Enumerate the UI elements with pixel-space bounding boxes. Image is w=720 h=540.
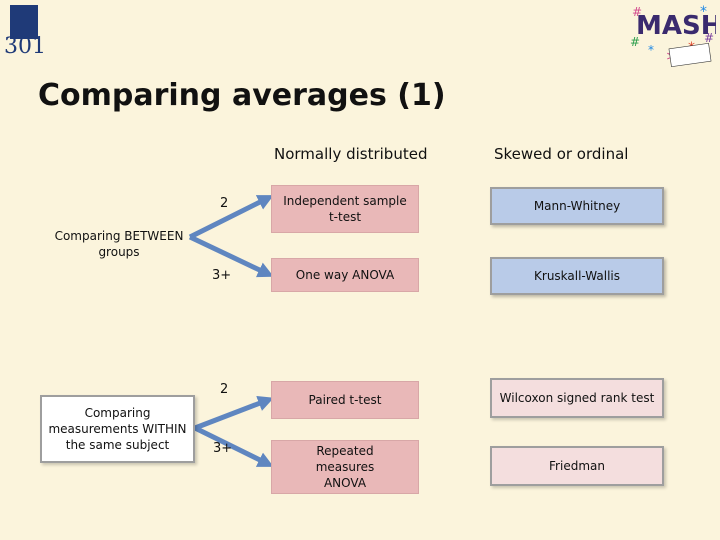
test-paired-t-label: Paired t-test bbox=[308, 393, 382, 407]
test-wilcoxon: Wilcoxon signed rank test bbox=[490, 378, 664, 418]
academic-centre-logo-badge bbox=[10, 5, 38, 39]
test-repeated-anova: Repeated measures ANOVA bbox=[271, 440, 419, 494]
test-friedman-label: Friedman bbox=[549, 459, 605, 473]
test-repeated-anova-label: Repeated measures ANOVA bbox=[315, 444, 375, 490]
test-mann-whitney-label: Mann-Whitney bbox=[533, 199, 621, 213]
mash-logo-word: MASH bbox=[636, 11, 716, 41]
svg-text:#: # bbox=[630, 35, 640, 49]
group-within-box: Comparing measurements WITHIN the same s… bbox=[40, 395, 195, 463]
svg-text:#: # bbox=[704, 31, 714, 45]
test-one-way-anova-label: One way ANOVA bbox=[295, 268, 395, 282]
within-branch-3plus: 3+ bbox=[213, 441, 233, 456]
test-paired-t: Paired t-test bbox=[271, 381, 419, 419]
svg-text:*: * bbox=[700, 4, 707, 20]
arrow-within-3plus bbox=[193, 425, 274, 467]
slide-title: Comparing averages (1) bbox=[38, 78, 446, 113]
test-independent-t-label: Independent sample t-test bbox=[283, 194, 407, 224]
within-branch-2: 2 bbox=[220, 382, 229, 397]
svg-text:#: # bbox=[632, 5, 642, 19]
arrow-between-2 bbox=[188, 195, 274, 240]
test-independent-t: Independent sample t-test bbox=[271, 185, 419, 233]
mash-logo: MASH # * # * * > # bbox=[630, 4, 716, 68]
arrow-within-2 bbox=[194, 395, 274, 431]
group-between-label: Comparing BETWEEN groups bbox=[54, 229, 184, 259]
test-one-way-anova: One way ANOVA bbox=[271, 258, 419, 292]
column-header-normal: Normally distributed bbox=[274, 145, 428, 163]
between-branch-2: 2 bbox=[220, 196, 229, 211]
test-kruskal-wallis: Kruskall-Wallis bbox=[490, 257, 664, 295]
test-friedman: Friedman bbox=[490, 446, 664, 486]
test-wilcoxon-label: Wilcoxon signed rank test bbox=[499, 391, 655, 405]
svg-text:*: * bbox=[648, 43, 654, 57]
column-header-skewed: Skewed or ordinal bbox=[494, 145, 629, 163]
test-mann-whitney: Mann-Whitney bbox=[490, 187, 664, 225]
arrow-between-3plus bbox=[188, 234, 274, 278]
logo-number: 301 bbox=[4, 34, 46, 59]
test-kruskal-wallis-label: Kruskall-Wallis bbox=[534, 269, 620, 283]
group-within-label: Comparing measurements WITHIN the same s… bbox=[48, 406, 187, 452]
between-branch-3plus: 3+ bbox=[212, 268, 232, 283]
